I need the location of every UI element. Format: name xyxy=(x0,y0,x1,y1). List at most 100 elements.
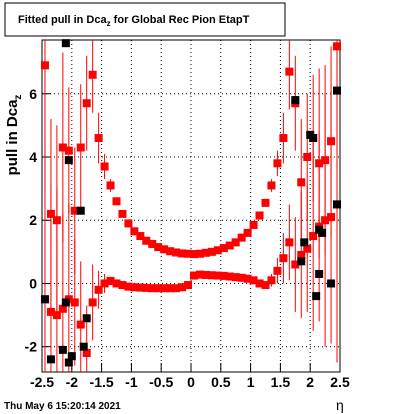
marker xyxy=(219,244,228,253)
marker xyxy=(76,320,85,329)
marker xyxy=(112,279,121,288)
marker xyxy=(160,284,169,293)
marker xyxy=(273,266,282,275)
marker xyxy=(142,236,151,245)
marker xyxy=(82,99,91,108)
x-axis-label: η xyxy=(336,397,344,413)
x-tick-label: -1 xyxy=(125,374,138,390)
marker xyxy=(130,227,139,236)
x-tick-label: 0.5 xyxy=(211,374,231,390)
marker xyxy=(88,298,97,307)
marker xyxy=(261,281,270,290)
marker xyxy=(261,198,270,207)
marker xyxy=(315,225,324,234)
marker xyxy=(148,284,157,293)
marker xyxy=(124,282,133,291)
marker xyxy=(70,206,79,215)
marker xyxy=(58,345,67,354)
marker xyxy=(207,247,216,256)
marker xyxy=(106,276,115,285)
marker xyxy=(285,238,294,247)
marker xyxy=(249,276,258,285)
marker xyxy=(46,307,55,316)
chart-title: Fitted pull in Dcaz for Global Rec Pion … xyxy=(18,14,250,28)
marker xyxy=(300,238,309,247)
marker xyxy=(291,96,300,105)
marker xyxy=(58,304,67,313)
marker xyxy=(303,152,312,161)
marker xyxy=(82,314,91,323)
marker xyxy=(64,146,73,155)
marker xyxy=(160,245,169,254)
marker xyxy=(52,311,61,320)
marker xyxy=(303,244,312,253)
marker xyxy=(297,178,306,187)
marker xyxy=(321,216,330,225)
marker xyxy=(189,250,198,259)
marker xyxy=(106,181,115,190)
y-tick-label: 6 xyxy=(29,86,37,102)
marker xyxy=(231,238,240,247)
marker xyxy=(124,219,133,228)
marker xyxy=(154,243,163,252)
marker xyxy=(142,283,151,292)
marker xyxy=(201,270,210,279)
marker xyxy=(61,39,70,48)
marker xyxy=(327,213,336,222)
marker xyxy=(315,269,324,278)
marker xyxy=(130,283,139,292)
marker xyxy=(195,270,204,279)
marker xyxy=(136,283,145,292)
marker xyxy=(327,279,336,288)
y-tick-label: 4 xyxy=(29,149,37,165)
marker xyxy=(94,285,103,294)
marker xyxy=(94,134,103,143)
marker xyxy=(178,249,187,258)
title-box xyxy=(4,2,286,37)
marker xyxy=(285,67,294,76)
title-text: Fitted pull in Dca xyxy=(18,14,107,26)
marker xyxy=(61,298,70,307)
marker xyxy=(112,197,121,206)
marker xyxy=(184,281,193,290)
y-tick-label: 2 xyxy=(29,212,37,228)
marker xyxy=(249,220,258,229)
marker xyxy=(70,298,79,307)
y-tick-label: -2 xyxy=(25,339,38,355)
marker xyxy=(243,228,252,237)
x-tick-label: -2 xyxy=(66,374,79,390)
marker xyxy=(267,276,276,285)
marker xyxy=(309,232,318,241)
marker xyxy=(178,283,187,292)
marker xyxy=(213,246,222,255)
marker xyxy=(172,248,181,257)
marker xyxy=(312,292,321,301)
marker xyxy=(255,279,264,288)
marker xyxy=(118,281,127,290)
marker xyxy=(88,70,97,79)
marker xyxy=(297,251,306,260)
marker xyxy=(184,249,193,258)
marker xyxy=(237,233,246,242)
marker xyxy=(273,159,282,168)
marker xyxy=(225,241,234,250)
ylabel-subscript: z xyxy=(13,95,24,100)
y-axis-label: pull in Dcaz xyxy=(4,95,24,176)
x-tick-label: -2.5 xyxy=(30,374,54,390)
marker xyxy=(148,239,157,248)
marker xyxy=(58,143,67,152)
marker xyxy=(255,211,264,220)
marker xyxy=(189,271,198,280)
marker xyxy=(172,284,181,293)
marker xyxy=(201,248,210,257)
marker xyxy=(333,200,342,209)
marker xyxy=(279,134,288,143)
title-subscript: z xyxy=(107,19,111,28)
marker xyxy=(40,295,49,304)
x-tick-label: -1.5 xyxy=(90,374,114,390)
footer: Thu May 6 15:20:14 2021 xyxy=(4,401,121,412)
marker xyxy=(297,257,306,266)
x-tick-label: 2 xyxy=(306,374,314,390)
marker xyxy=(64,156,73,165)
marker xyxy=(100,162,109,171)
